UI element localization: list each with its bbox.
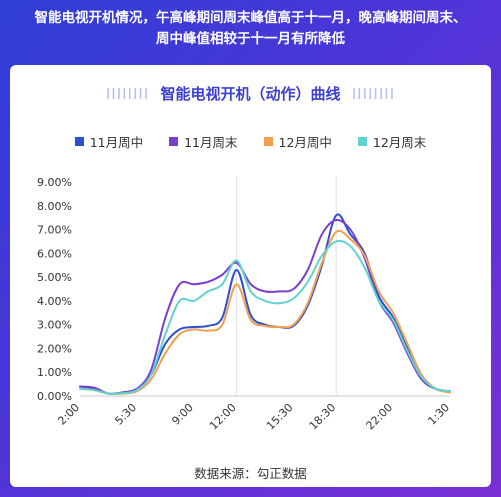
y-tick-label-2: 2.00% (37, 342, 72, 355)
legend-label-1: 11月周末 (184, 135, 238, 150)
y-tick-label-9: 9.00% (37, 176, 72, 189)
series-line-3 (79, 239, 451, 395)
legend-swatch-3 (357, 137, 367, 146)
series-line-2 (79, 229, 451, 395)
x-tick-label-2: 9:00 (169, 401, 196, 428)
series-line-0 (79, 213, 451, 395)
legend-item-3: 12月周末 (357, 132, 427, 151)
y-tick-label-3: 3.00% (37, 319, 72, 332)
x-tick-label-6: 22:00 (364, 401, 396, 433)
chart-title: IIIIIIII 智能电视开机（动作）曲线 IIIIIIII (10, 83, 491, 104)
chart-title-text: 智能电视开机（动作）曲线 (160, 85, 341, 103)
headline-line-2: 周中峰值相较于十一月有所降低 (156, 31, 345, 47)
x-tick-label-4: 15:30 (264, 401, 296, 433)
y-tick-label-0: 0.00% (37, 390, 72, 403)
chart-card: IIIIIIII 智能电视开机（动作）曲线 IIIIIIII 11月周中 11月周… (10, 65, 491, 487)
legend-label-3: 12月周末 (372, 135, 427, 150)
headline-line-1: 智能电视开机情况，午高峰期间周末峰值高于十一月，晚高峰期间周末、 (34, 10, 467, 26)
x-tick-label-0: 2:00 (55, 401, 82, 428)
legend-label-2: 12月周中 (278, 135, 332, 150)
series-line-1 (79, 218, 451, 395)
legend-item-0: 11月周中 (74, 132, 144, 151)
legend-swatch-1 (169, 137, 179, 146)
x-tick-label-1: 5:30 (112, 401, 139, 428)
y-tick-label-7: 7.00% (37, 224, 72, 237)
legend-swatch-0 (74, 137, 84, 146)
x-tick-label-7: 1:30 (425, 401, 452, 428)
title-deco-left: IIIIIIII (105, 85, 150, 103)
legend-item-2: 12月周中 (263, 132, 332, 151)
chart-legend: 11月周中 11月周末 12月周中 12月周末 (10, 132, 491, 151)
x-tick-label-3: 12:00 (207, 401, 239, 433)
line-chart: 0.00% 1.00% 2.00% 3.00% 4.00% 5.00% 6.00% 7.00%… (37, 176, 452, 433)
x-tick-label-5: 18:30 (307, 401, 339, 433)
legend-swatch-2 (263, 137, 273, 146)
title-deco-right: IIIIIIII (351, 85, 396, 103)
legend-item-1: 11月周末 (169, 132, 238, 151)
legend-label-0: 11月周中 (89, 135, 144, 150)
y-tick-label-1: 1.00% (37, 366, 72, 379)
y-tick-label-6: 6.00% (37, 247, 72, 260)
y-tick-label-8: 8.00% (37, 200, 72, 213)
y-tick-label-5: 5.00% (37, 271, 72, 284)
headline: 智能电视开机情况，午高峰期间周末峰值高于十一月，晚高峰期间周末、 周中峰值相较于… (0, 0, 501, 62)
y-tick-label-4: 4.00% (37, 295, 72, 308)
data-source: 数据来源：勾正数据 (194, 466, 307, 481)
